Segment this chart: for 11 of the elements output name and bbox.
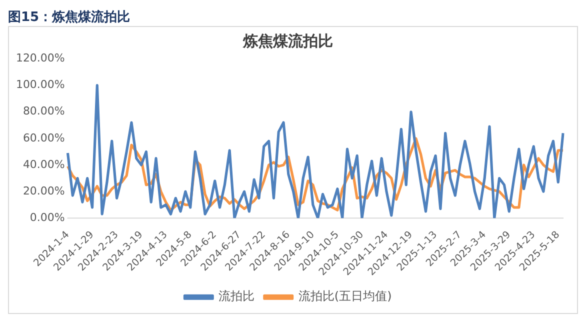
y-tick-label: 100.00% bbox=[16, 78, 65, 92]
y-tick-label: 60.00% bbox=[22, 131, 65, 144]
chart-title: 图15：炼焦煤流拍比 bbox=[8, 8, 132, 26]
chart-subtitle: 炼焦煤流拍比 bbox=[242, 32, 334, 50]
y-tick-label: 80.00% bbox=[22, 104, 65, 118]
y-tick-label: 0.00% bbox=[30, 210, 65, 224]
legend-label: 流拍比 bbox=[218, 289, 255, 304]
y-tick-label: 40.00% bbox=[22, 158, 65, 171]
legend-label: 流拍比(五日均值) bbox=[298, 289, 392, 304]
y-tick-label: 120.00% bbox=[16, 52, 65, 65]
y-tick-label: 20.00% bbox=[22, 184, 65, 198]
